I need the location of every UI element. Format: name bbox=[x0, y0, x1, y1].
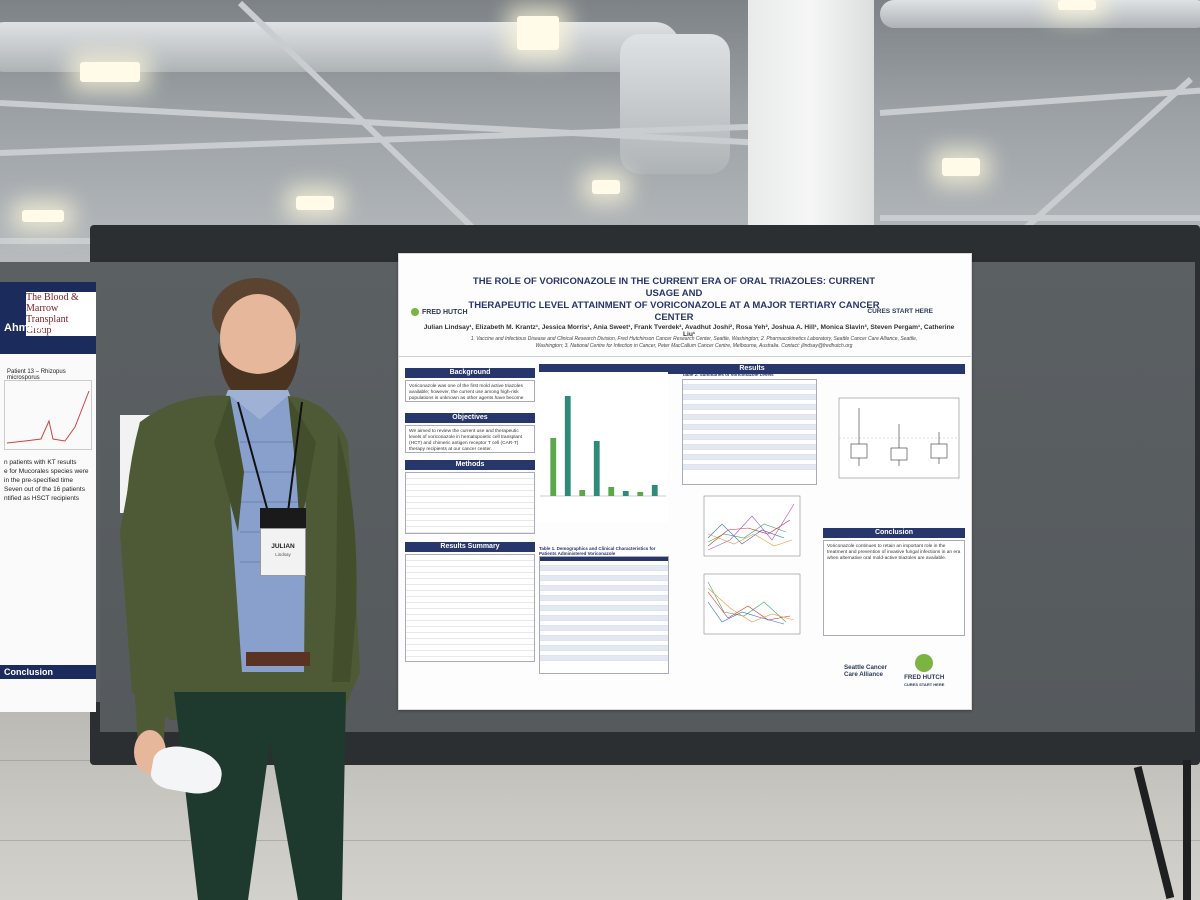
air-duct-vertical bbox=[620, 34, 730, 174]
poster-tagline: CURES START HERE bbox=[867, 308, 933, 315]
main-poster: THE ROLE OF VORICONAZOLE IN THE CURRENT … bbox=[398, 253, 972, 710]
left-poster-logo: The Blood & Marrow Transplant Group bbox=[26, 292, 96, 336]
ceiling-light bbox=[22, 210, 64, 222]
left-poster-line-1: n patients with KT results bbox=[4, 459, 77, 466]
left-poster-line-2: e for Mucorales species were bbox=[4, 468, 89, 475]
fred-hutch-footer-tagline: CURES START HERE bbox=[904, 682, 945, 687]
left-poster-chart-label: Patient 13 – Rhizopus microsporus bbox=[7, 369, 66, 381]
conclusion-text: Voriconazole continues to retain an impo… bbox=[823, 540, 965, 636]
bar-4 bbox=[593, 441, 600, 496]
left-poster-line bbox=[6, 390, 90, 444]
left-poster-line-3: in the pre-specified time bbox=[4, 477, 74, 484]
left-poster-text: n patients with KT results e for Mucoral… bbox=[0, 458, 96, 503]
table-1 bbox=[539, 556, 669, 674]
left-poster-author-fragment: Ahmed, bbox=[4, 322, 45, 334]
left-poster-line-4: Seven out of the 16 patients bbox=[4, 486, 85, 493]
ceiling-light bbox=[942, 158, 980, 176]
fred-hutch-footer-icon bbox=[915, 654, 934, 672]
results-summary-heading: Results Summary bbox=[405, 542, 535, 552]
ceiling-light bbox=[517, 16, 559, 50]
ceiling-light bbox=[1058, 0, 1096, 10]
poster-title-line-2: THERAPEUTIC LEVEL ATTAINMENT OF VORICONA… bbox=[468, 300, 880, 323]
background-text: Voriconazole was one of the first mold a… bbox=[405, 380, 535, 402]
objectives-text: We aimed to review the current use and t… bbox=[405, 425, 535, 453]
title-divider bbox=[399, 356, 971, 357]
left-poster-header: The Blood & Marrow Transplant Group Ahme… bbox=[0, 282, 96, 354]
air-duct-right bbox=[880, 0, 1200, 28]
table-2 bbox=[682, 379, 817, 485]
presenter-person bbox=[120, 278, 360, 900]
name-badge: JULIAN Lindsay bbox=[260, 528, 306, 576]
poster-title-line-1: THE ROLE OF VORICONAZOLE IN THE CURRENT … bbox=[472, 276, 876, 299]
fred-hutch-logo: FRED HUTCH bbox=[411, 308, 468, 316]
figure-1-bar-chart bbox=[536, 372, 668, 522]
fred-hutch-footer-logo: FRED HUTCH CURES START HERE bbox=[904, 654, 944, 688]
bar-3 bbox=[579, 490, 586, 496]
left-poster: The Blood & Marrow Transplant Group Ahme… bbox=[0, 282, 96, 712]
ceiling-light bbox=[296, 196, 334, 210]
fred-hutch-logo-icon bbox=[411, 308, 419, 316]
bar-8 bbox=[651, 485, 658, 496]
bar-7 bbox=[637, 492, 644, 496]
table-2-title: Table 2. Summaries of Voriconazole Level… bbox=[682, 372, 774, 377]
bar-6 bbox=[622, 491, 629, 496]
figure-2-box-plot bbox=[838, 397, 960, 479]
ceiling-light bbox=[80, 62, 140, 82]
left-poster-conclusion-heading: Conclusion bbox=[0, 665, 96, 679]
objectives-heading: Objectives bbox=[405, 413, 535, 423]
background-heading: Background bbox=[405, 368, 535, 378]
seattle-cancer-care-alliance-logo: Seattle Cancer Care Alliance bbox=[844, 664, 887, 678]
badge-name: JULIAN bbox=[271, 543, 295, 550]
table-1-title: Table 1. Demographics and Clinical Chara… bbox=[539, 546, 656, 556]
poster-affiliations: 1. Vaccine and Infectious Disease and Cl… bbox=[470, 336, 918, 349]
badge-surname: Lindsay bbox=[275, 552, 291, 557]
pillar bbox=[748, 0, 874, 250]
badge-header bbox=[260, 508, 306, 528]
results-summary-text bbox=[405, 554, 535, 662]
left-poster-line-5: ntified as HSCT recipients bbox=[4, 495, 80, 502]
fred-hutch-logo-text: FRED HUTCH bbox=[422, 308, 468, 316]
easel-leg bbox=[1183, 760, 1191, 900]
conclusion-heading: Conclusion bbox=[823, 528, 965, 538]
ceiling-light bbox=[592, 180, 620, 194]
left-poster-chart: Patient 13 – Rhizopus microsporus bbox=[4, 369, 92, 450]
poster-authors: Julian Lindsay¹, Elizabeth M. Krantz¹, J… bbox=[423, 324, 955, 338]
bar-2 bbox=[564, 396, 571, 496]
methods-text bbox=[405, 472, 535, 534]
bar-chart-svg bbox=[540, 396, 666, 497]
methods-heading: Methods bbox=[405, 460, 535, 470]
floor-seam bbox=[0, 840, 1200, 841]
results-heading: Results bbox=[539, 364, 965, 374]
figure-3a-line-plot bbox=[703, 495, 801, 557]
bar-1 bbox=[550, 438, 557, 496]
bar-5 bbox=[608, 487, 615, 496]
poster-title: THE ROLE OF VORICONAZOLE IN THE CURRENT … bbox=[459, 276, 889, 324]
fred-hutch-footer-text: FRED HUTCH bbox=[904, 674, 945, 681]
figure-3b-line-plot bbox=[703, 573, 801, 635]
